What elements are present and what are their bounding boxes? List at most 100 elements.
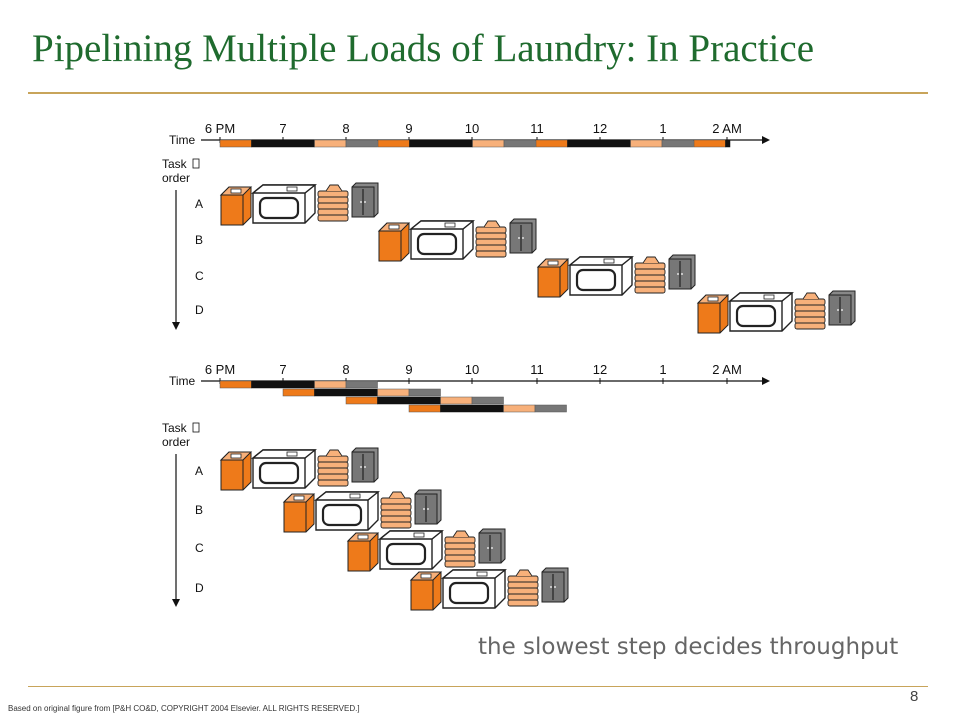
closet-icon [351,182,379,218]
closet-icon [414,489,442,525]
tick-label: 8 [342,121,349,136]
time-label: Time [169,374,196,388]
task-letter-d: D [195,303,204,317]
closet-icon [478,528,506,564]
tick-label: 6 PM [205,121,235,136]
timeline-bar-dry [440,404,504,413]
timeline-bar-dry [251,139,315,148]
time-label: Time [169,133,196,147]
washer-icon [346,532,380,572]
tick-label: 12 [593,362,607,377]
timeline-bar-wash [219,139,252,148]
tick-label: 11 [530,362,544,377]
slide-title: Pipelining Multiple Loads of Laundry: In… [32,27,814,70]
tick-label: 1 [659,121,666,136]
washer-icon [282,493,316,533]
dryer-icon [378,530,444,570]
closet-icon [509,218,537,254]
timeline-bar-store [345,380,378,389]
timeline-bar-dry [567,139,631,148]
timeline-bar-fold [314,380,347,389]
timeline-bar-wash [345,396,378,405]
folded-clothes-icon [317,184,349,222]
closet-icon [541,567,569,603]
task-letter-c: C [195,269,204,283]
time-axis-arrowhead [762,136,770,144]
timeline-bar-dry [409,139,473,148]
timeline-bar-dry [314,388,378,397]
folded-clothes-icon [317,449,349,487]
closet-icon [828,290,856,326]
dryer-icon [251,449,317,489]
washer-icon [219,451,253,491]
timeline-bar-dry [377,396,441,405]
tick-label: 1 [659,362,666,377]
dryer-icon [568,256,634,296]
closet-icon [668,254,696,290]
task-order-arrowhead [172,322,180,330]
dryer-icon [409,220,475,260]
timeline-bar-fold [472,139,505,148]
timeline-bar-fold [503,404,536,413]
task-letter-b: B [195,503,203,517]
timeline-bar-store [534,404,567,413]
task-order-label: Task [162,421,188,435]
task-order-arrowhead [172,599,180,607]
tick-label: 2 AM [712,362,742,377]
timeline-bar-wash [282,388,315,397]
timeline-bar-wash [693,139,726,148]
washer-icon [536,258,570,298]
timeline-bar-fold [314,139,347,148]
folded-clothes-icon [634,256,666,294]
dryer-icon [441,569,507,609]
timeline-bar-fold [440,396,473,405]
timeline-bar-dry [725,139,731,148]
folded-clothes-icon [380,491,412,529]
washer-icon [377,222,411,262]
folded-clothes-icon [444,530,476,568]
washer-icon [219,186,253,226]
tick-label: 9 [405,362,412,377]
timeline-bar-fold [630,139,663,148]
timeline-bar-store [661,139,694,148]
tick-label: 11 [530,121,544,136]
timeline-bar-store [471,396,504,405]
tick-label: 2 AM [712,121,742,136]
caption: the slowest step decides throughput [478,634,899,660]
tick-label: 6 PM [205,362,235,377]
page-number: 8 [910,688,919,705]
tick-label: 10 [465,121,479,136]
task-order-box-glyph [192,158,200,169]
time-axis-arrowhead [762,377,770,385]
tick-label: 7 [279,362,286,377]
folded-clothes-icon [475,220,507,258]
dryer-icon [728,292,794,332]
tick-label: 12 [593,121,607,136]
tick-label: 9 [405,121,412,136]
timeline-bar-wash [219,380,252,389]
dryer-icon [314,491,380,531]
task-order-box-glyph [192,422,200,433]
figure-credit: Based on original figure from [P&H CO&D,… [8,704,360,713]
timeline-bar-store [408,388,441,397]
timeline-bar-store [503,139,536,148]
closet-icon [351,447,379,483]
task-letter-d: D [195,581,204,595]
timeline-bar-dry [251,380,315,389]
task-letter-a: A [195,197,203,211]
timeline-bar-wash [535,139,568,148]
dryer-icon [251,184,317,224]
title-divider [28,92,928,94]
timeline-bar-wash [408,404,441,413]
tick-label: 7 [279,121,286,136]
tick-label: 8 [342,362,349,377]
task-order-label: order [162,171,190,185]
task-order-label: Task [162,157,188,171]
tick-label: 10 [465,362,479,377]
timeline-bar-wash [377,139,410,148]
task-letter-c: C [195,541,204,555]
washer-icon [696,294,730,334]
task-letter-b: B [195,233,203,247]
